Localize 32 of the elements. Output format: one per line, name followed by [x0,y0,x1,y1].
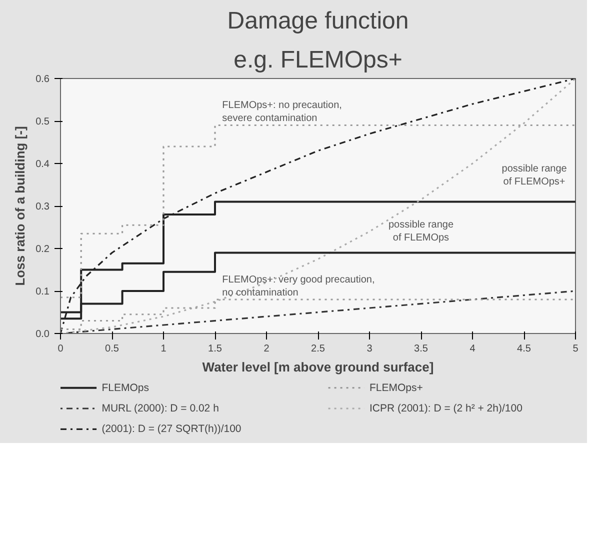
annotation: FLEMOps+: very good precaution, no contamination [222,274,375,298]
legend-label: FLEMOps [102,382,149,394]
legend-label: (2001): D = (27 SQRT(h))/100 [102,423,242,436]
x-tick-label: 0 [58,344,64,354]
x-tick-label: 3.5 [414,344,428,354]
line-series [60,78,576,334]
x-tick-label: 4.5 [517,344,532,354]
y-tick-label: 0.5 [36,116,50,128]
annotation: FLEMOps+: no precaution, severe contamination [222,100,342,124]
chart-subtitle: e.g. FLEMOps+ [234,46,402,74]
annotation: possible range of FLEMOps [388,219,454,244]
x-axis-title: Water level [m above ground surface] [202,360,434,374]
y-axis-title: Loss ratio of a building [-] [12,126,28,286]
x-tick-label: 2 [264,344,270,354]
x-tick-label: 2.5 [311,344,326,354]
x-tick-label: 1 [160,344,167,354]
x-tick-label: 3 [366,344,373,354]
x-tick-label: 0.5 [105,344,120,354]
x-tick-label: 5 [572,344,579,354]
x-tick-label: 1.5 [208,344,222,354]
y-tick-label: 0.3 [36,202,50,212]
chart-title: Damage function [227,8,409,34]
y-tick-label: 0.1 [36,286,50,298]
legend-label: MURL (2000): D = 0.02 h [102,402,220,414]
legend-label: FLEMOps+ [370,382,423,394]
legend-label: ICPR (2001): D = (2 h² + 2h)/100 [370,402,523,414]
annotation: possible range of FLEMOps+ [502,163,568,188]
y-tick-label: 0.6 [36,74,50,85]
y-tick-label: 0.4 [36,159,50,170]
y-tick-label: 0.2 [36,244,50,255]
y-tick-label: 0.0 [36,329,50,340]
x-tick-label: 4 [470,344,476,354]
